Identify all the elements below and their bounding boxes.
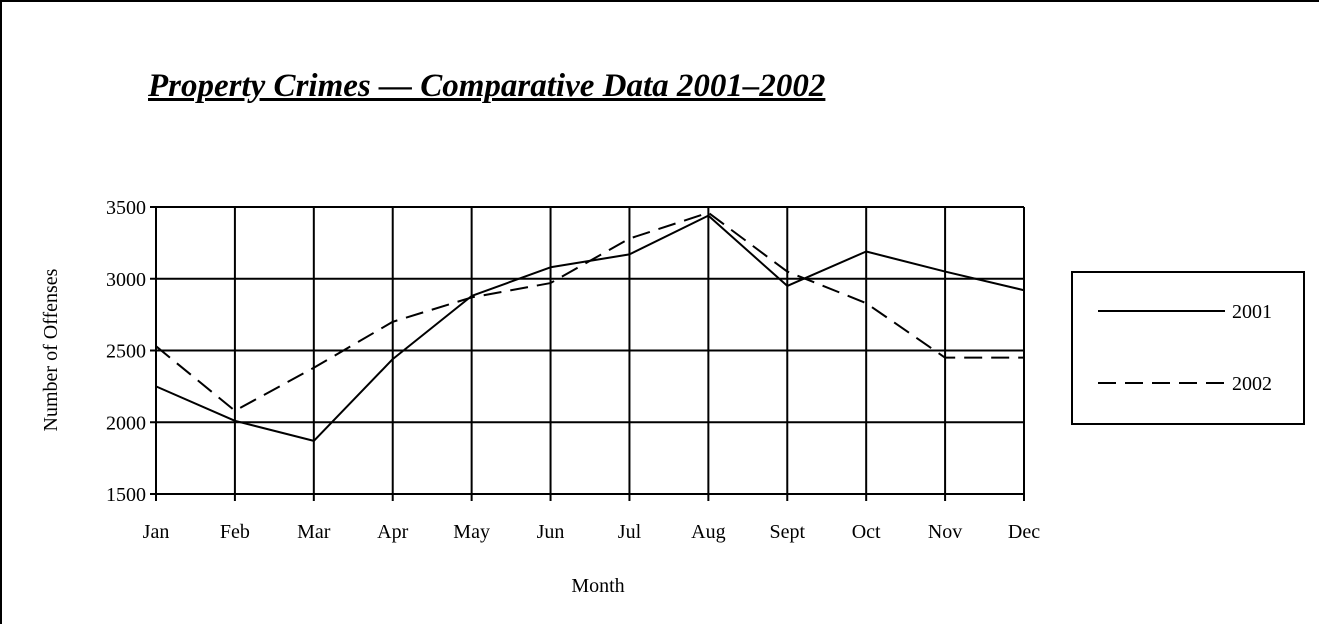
y-tick-label: 1500 — [106, 484, 146, 506]
x-tick-label: Nov — [928, 521, 962, 543]
chart-title: Property Crimes — Comparative Data 2001–… — [148, 68, 826, 104]
series-line-2002 — [155, 211, 1024, 412]
chart-legend: 2001 2002 — [1071, 271, 1305, 425]
y-axis-label: Number of Offenses — [40, 268, 62, 431]
x-tick-label: Jul — [618, 521, 642, 543]
x-tick-label: Jun — [537, 521, 565, 543]
x-tick-label: Jan — [143, 521, 170, 543]
x-tick-label: Apr — [377, 521, 408, 543]
x-tick-label: May — [453, 521, 490, 543]
y-tick-label: 2000 — [106, 412, 146, 434]
x-axis-label: Month — [571, 575, 624, 597]
legend-label: 2002 — [1232, 373, 1272, 395]
chart-series — [155, 211, 1025, 442]
y-tick-label: 2500 — [106, 341, 146, 363]
chart-tick-labels: 1500 2000 2500 3000 3500 Jan Feb Mar Apr May Jun Ju… — [106, 197, 1040, 543]
x-tick-label: Mar — [297, 521, 331, 543]
y-tick-label: 3500 — [106, 197, 146, 219]
x-tick-label: Sept — [769, 521, 805, 543]
chart-grid — [150, 206, 1025, 501]
x-tick-label: Feb — [220, 521, 250, 543]
y-tick-label: 3000 — [106, 269, 146, 291]
x-tick-label: Aug — [691, 521, 725, 543]
legend-label: 2001 — [1232, 301, 1272, 323]
series-line-2001 — [155, 214, 1025, 442]
legend-box — [1071, 271, 1305, 425]
x-tick-label: Oct — [852, 521, 881, 543]
x-tick-label: Dec — [1008, 521, 1040, 543]
